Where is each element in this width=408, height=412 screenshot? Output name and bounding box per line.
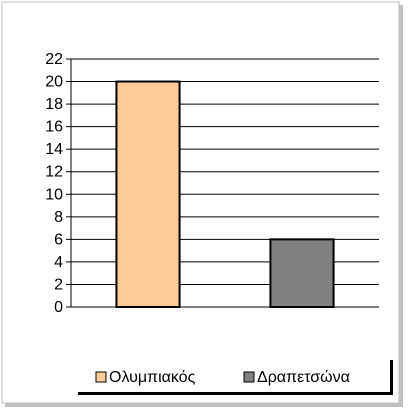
y-tick-label: 4	[54, 254, 63, 271]
bars	[115, 80, 335, 308]
y-axis: 0 2 4 6 8 10 12 14 16 18 20 22	[45, 51, 72, 316]
bar-drapetsona	[269, 238, 335, 308]
bar-olympiakos	[115, 80, 181, 308]
legend-swatch-drapetsona	[243, 371, 255, 383]
y-tick-label: 0	[54, 299, 63, 316]
legend: Ολυμπιακός Δραπετσώνα	[75, 357, 393, 395]
y-tick-label: 10	[45, 186, 63, 203]
y-tick-label: 6	[54, 231, 63, 248]
y-tick-label: 18	[45, 96, 63, 113]
y-tick-label: 12	[45, 164, 63, 181]
legend-label-olympiakos: Ολυμπιακός	[109, 369, 196, 386]
chart-panel	[1, 1, 400, 404]
y-tick-label: 20	[45, 74, 63, 91]
legend-label-drapetsona: Δραπετσώνα	[257, 369, 350, 386]
legend-box	[75, 357, 390, 392]
y-tick-label: 14	[45, 141, 63, 158]
y-tick-label: 8	[54, 209, 63, 226]
y-tick-label: 2	[54, 276, 63, 293]
y-tick-label: 16	[45, 119, 63, 136]
y-tick-label: 22	[45, 51, 63, 68]
legend-swatch-olympiakos	[95, 371, 107, 383]
